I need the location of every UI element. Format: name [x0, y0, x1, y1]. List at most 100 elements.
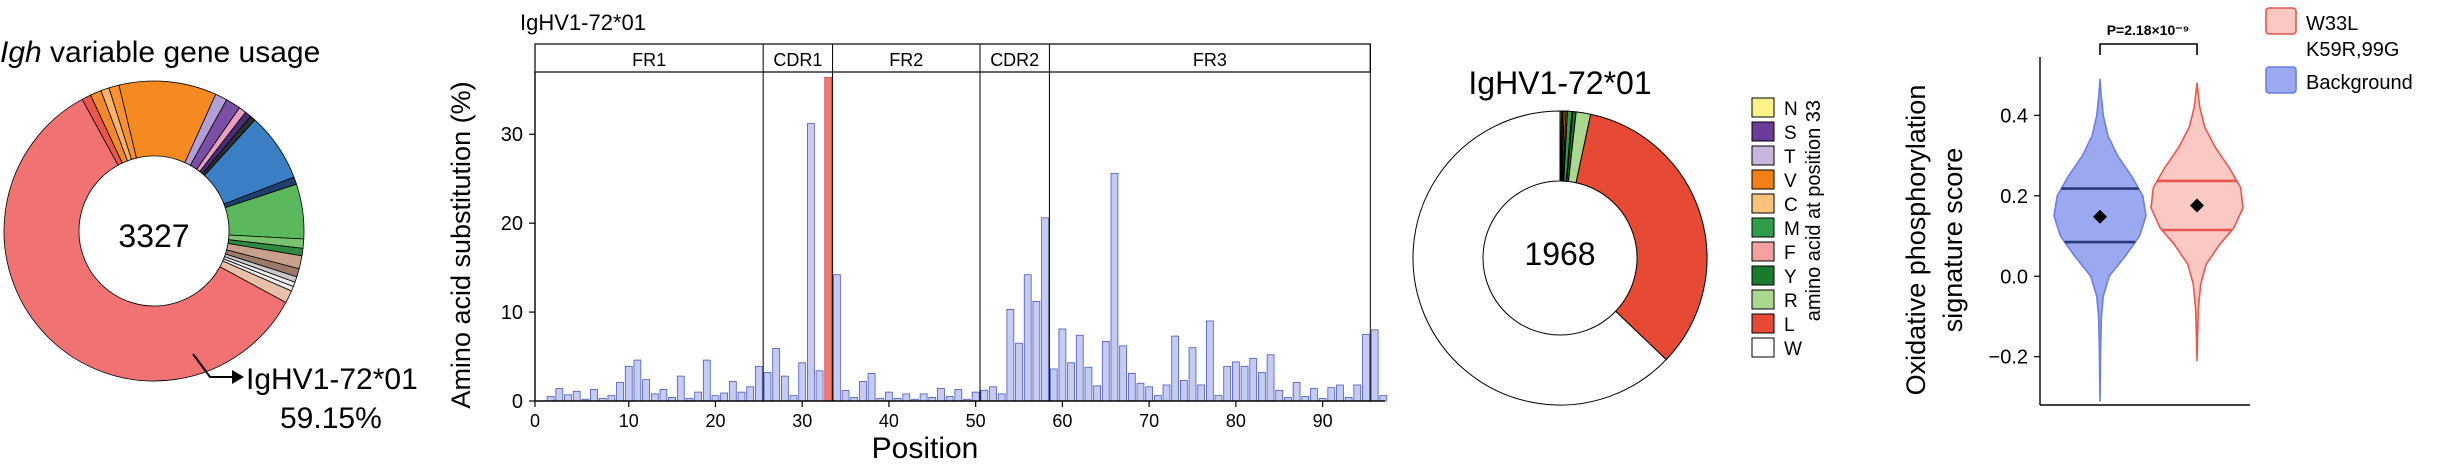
legend-title: amino acid at position 33 — [1803, 100, 1825, 321]
substitution-x-tick-label-50: 50 — [966, 411, 986, 431]
substitution-bar-72 — [1162, 384, 1171, 402]
substitution-x-tick-label-90: 90 — [1313, 411, 1333, 431]
substitution-bar-42 — [902, 393, 911, 402]
substitution-bar-76 — [1197, 384, 1206, 402]
substitution-bar-2 — [555, 388, 564, 402]
substitution-bar-23 — [737, 391, 746, 402]
substitution-bar-50 — [971, 391, 980, 402]
substitution-bar-52 — [989, 386, 997, 402]
substitution-y-tick-label-10: 10 — [501, 302, 523, 324]
substitution-bar-60 — [1058, 328, 1067, 402]
substitution-bar-12 — [642, 379, 650, 402]
substitution-bar-3 — [564, 394, 572, 402]
substitution-bar-13 — [650, 393, 659, 402]
substitution-bar-84 — [1266, 354, 1275, 402]
oxphos-y-label-line1: Oxidative phosphorylation — [1901, 85, 1931, 396]
substitution-bar-56 — [1023, 274, 1032, 402]
substitution-x-tick-label-70: 70 — [1139, 411, 1159, 431]
substitution-bar-64 — [1093, 385, 1101, 402]
substitution-bar-37 — [859, 381, 867, 402]
legend-swatch-v — [1751, 169, 1775, 190]
substitution-bar-26 — [763, 372, 772, 402]
substitution-bar-65 — [1101, 341, 1110, 402]
substitution-bar-68 — [1127, 373, 1136, 402]
substitution-bar-29 — [789, 395, 798, 402]
substitution-bar-38 — [867, 373, 876, 402]
position33-slices — [1412, 110, 1708, 406]
substitution-panel: IgHV1-72*01 Amino acid substitution (%) … — [446, 10, 1388, 465]
substitution-axes: 0 10 20 30 0 10 20 30 40 50 60 70 80 90 — [501, 72, 1385, 431]
position33-total: 1968 — [1524, 236, 1595, 272]
oxphos-y-label-line2: signature score — [1938, 148, 1968, 333]
substitution-bar-34 — [833, 274, 841, 402]
substitution-bar-27 — [772, 348, 781, 402]
violin-1 — [2150, 82, 2244, 362]
substitution-bar-22 — [728, 381, 737, 402]
region-label-cdr2: CDR2 — [990, 50, 1039, 70]
substitution-bar-77 — [1205, 320, 1214, 402]
substitution-bar-4 — [572, 390, 581, 402]
substitution-y-label: Amino acid substitution (%) — [446, 81, 476, 408]
substitution-bar-9 — [616, 381, 624, 402]
substitution-bar-75 — [1188, 347, 1197, 402]
oxphos-legend: W33L K59R,99G Background — [2265, 7, 2413, 94]
legend-label-v: V — [1784, 171, 1797, 192]
cdr-fr-regions: FR1 CDR1 FR2 CDR2 FR3 — [534, 43, 1371, 401]
substitution-bar-80 — [1232, 361, 1240, 402]
substitution-bar-73 — [1171, 335, 1180, 402]
violin-0 — [2053, 78, 2147, 402]
legend-label-t: T — [1784, 147, 1796, 168]
substitution-bar-71 — [1153, 395, 1162, 402]
substitution-bar-96 — [1370, 329, 1379, 402]
igh-usage-title-rest: variable gene usage — [42, 36, 321, 69]
igh-usage-slice-0 — [3, 98, 287, 382]
substitution-bar-83 — [1258, 372, 1266, 402]
substitution-bar-92 — [1336, 384, 1344, 402]
substitution-bar-69 — [1136, 382, 1145, 402]
substitution-bar-63 — [1084, 366, 1093, 402]
substitution-bar-78 — [1214, 395, 1223, 402]
legend-label-m: M — [1784, 219, 1800, 240]
legend-label-f: F — [1784, 243, 1796, 264]
region-label-fr2: FR2 — [889, 50, 923, 70]
legend-swatch-r — [1751, 289, 1775, 310]
substitution-bar-82 — [1249, 357, 1258, 402]
substitution-bar-59 — [1049, 368, 1058, 402]
substitution-bar-18 — [694, 391, 702, 402]
substitution-bar-67 — [1119, 345, 1127, 402]
igh-usage-total: 3327 — [118, 218, 189, 254]
substitution-bar-85 — [1275, 389, 1284, 402]
substitution-bar-94 — [1353, 384, 1362, 402]
legend-swatch-m — [1751, 217, 1775, 238]
legend-swatch-n — [1751, 97, 1775, 118]
position33-slice-10 — [1412, 110, 1667, 406]
substitution-bar-51 — [980, 389, 989, 402]
substitution-bar-79 — [1223, 365, 1232, 402]
legend-swatch-t — [1751, 145, 1775, 166]
substitution-bar-53 — [997, 393, 1006, 402]
oxphos-y-tick-label-3: 0.4 — [2000, 105, 2028, 127]
oxphos-violins — [2053, 78, 2244, 402]
region-label-cdr1: CDR1 — [773, 50, 822, 70]
substitution-bar-19 — [702, 359, 711, 402]
callout-arrow-icon — [232, 370, 244, 384]
substitution-bar-54 — [1006, 309, 1015, 402]
substitution-bar-89 — [1310, 388, 1318, 402]
region-label-fr3: FR3 — [1193, 50, 1227, 70]
substitution-bar-62 — [1075, 334, 1084, 402]
substitution-x-tick-label-30: 30 — [792, 411, 812, 431]
substitution-bar-14 — [659, 389, 668, 402]
callout-line — [192, 353, 238, 378]
substitution-bars — [546, 76, 1388, 402]
igh-usage-title-italic: Igh — [0, 36, 42, 69]
substitution-x-tick-label-20: 20 — [705, 411, 725, 431]
legend-swatch-w — [1751, 337, 1775, 358]
oxphos-legend-swatch-0 — [2265, 7, 2297, 35]
substitution-bar-40 — [885, 391, 893, 402]
substitution-title: IgHV1-72*01 — [520, 10, 646, 35]
legend-label-r: R — [1784, 291, 1798, 312]
substitution-bar-28 — [780, 375, 789, 402]
